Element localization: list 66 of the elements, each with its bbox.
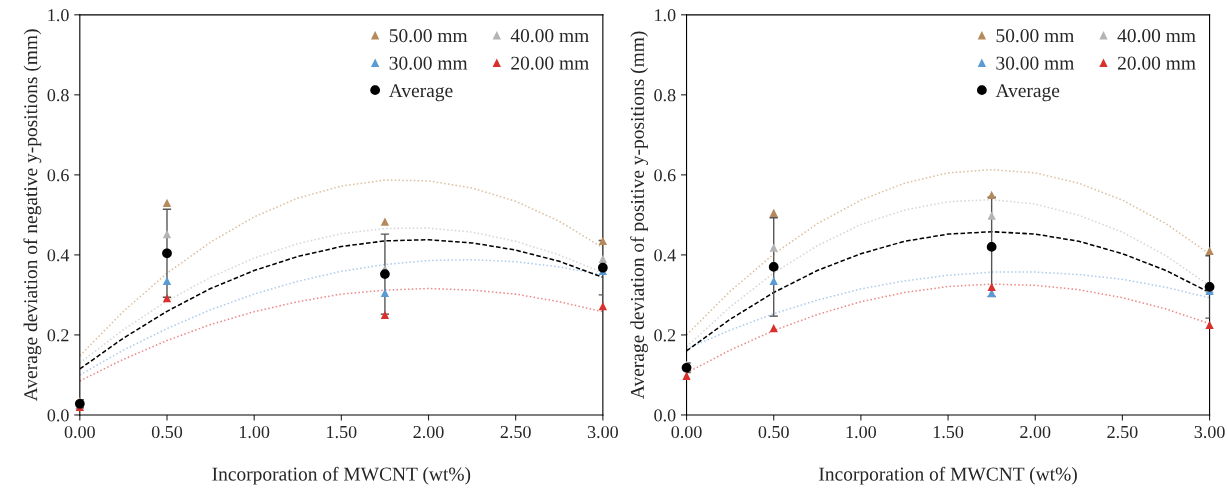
x-tick-label: 1.50	[327, 425, 357, 439]
legend-label: 20.00 mm	[1117, 56, 1196, 70]
point	[162, 198, 172, 208]
legend-label: 50.00 mm	[389, 29, 468, 43]
y-tick-label: 1.0	[48, 9, 69, 22]
point	[162, 276, 172, 286]
legend-label: Average	[995, 84, 1060, 102]
legend-label: 30.00 mm	[389, 56, 468, 70]
point	[380, 269, 390, 279]
y-tick-label: 0.2	[47, 329, 69, 342]
point	[162, 293, 172, 303]
x-axis-title: Incorporation of MWCNT (wt%)	[819, 466, 1077, 485]
y-axis-title: Average deviation of positive y-positions (mm)	[630, 31, 648, 399]
x-axis-title: Incorporation of MWCNT (wt%)	[212, 466, 471, 485]
point	[598, 262, 608, 273]
point	[162, 248, 172, 259]
x-tick-label: 0.00	[671, 425, 702, 439]
y-tick-label: 0.0	[654, 409, 676, 422]
y-axis-title: Average deviation of negative y-positions (mm)	[23, 29, 42, 402]
legend-label: 50.00 mm	[996, 29, 1075, 43]
x-tick-label: 2.00	[413, 425, 444, 439]
legend-label: Average	[388, 84, 453, 102]
line-series	[79, 179, 603, 357]
y-tick-label: 1.0	[655, 9, 676, 22]
point	[987, 211, 996, 220]
point	[380, 288, 390, 298]
point	[769, 243, 778, 252]
point	[769, 276, 778, 286]
x-tick-label: 2.50	[1107, 425, 1138, 439]
point	[1205, 246, 1214, 256]
y-tick-label: 0.6	[654, 169, 676, 182]
point	[768, 262, 779, 272]
point	[598, 301, 608, 311]
y-tick-label: 0.4	[654, 249, 676, 262]
y-tick-label: 0.8	[47, 89, 69, 102]
point	[1205, 320, 1214, 330]
point	[769, 323, 778, 333]
legend-label: 20.00 mm	[511, 56, 589, 70]
point	[598, 254, 608, 264]
x-tick-label: 3.00	[587, 425, 618, 439]
x-tick-label: 0.00	[64, 425, 95, 439]
point	[380, 310, 390, 320]
point	[598, 236, 608, 246]
point	[987, 282, 996, 292]
y-tick-label: 0.6	[47, 169, 69, 182]
x-tick-label: 1.00	[239, 425, 270, 439]
x-tick-label: 1.50	[933, 425, 964, 439]
point	[380, 217, 390, 226]
y-tick-label: 0.4	[47, 249, 70, 262]
x-tick-label: 0.50	[758, 425, 789, 439]
x-tick-label: 0.50	[151, 425, 183, 439]
point	[986, 242, 997, 252]
legend-label: 30.00 mm	[996, 56, 1075, 70]
point	[987, 190, 996, 200]
point	[769, 208, 778, 218]
point	[162, 229, 172, 239]
y-tick-label: 0.8	[654, 89, 676, 102]
legend-label: 40.00 mm	[510, 29, 589, 43]
x-tick-label: 1.00	[846, 425, 876, 439]
y-tick-label: 0.2	[654, 329, 676, 342]
y-tick-label: 0.0	[47, 409, 69, 422]
line-series	[686, 271, 1210, 350]
legend-label: 40.00 mm	[1117, 29, 1196, 43]
x-tick-label: 2.00	[1020, 425, 1051, 439]
x-tick-label: 3.00	[1194, 425, 1225, 439]
x-tick-label: 2.50	[500, 425, 531, 439]
